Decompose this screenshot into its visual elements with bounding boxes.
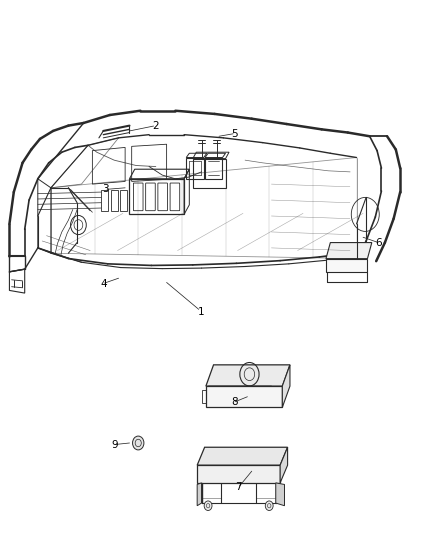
Polygon shape <box>326 243 372 259</box>
FancyBboxPatch shape <box>201 464 208 481</box>
Circle shape <box>204 501 212 511</box>
FancyBboxPatch shape <box>346 260 353 270</box>
Polygon shape <box>283 365 290 407</box>
Polygon shape <box>276 483 285 506</box>
Circle shape <box>133 436 144 450</box>
Text: 7: 7 <box>235 482 242 492</box>
Text: 9: 9 <box>111 440 117 450</box>
Text: 2: 2 <box>152 120 159 131</box>
FancyBboxPatch shape <box>210 464 217 481</box>
Text: 1: 1 <box>198 306 205 317</box>
Text: 5: 5 <box>231 128 237 139</box>
Polygon shape <box>197 447 288 465</box>
FancyBboxPatch shape <box>328 260 335 270</box>
Polygon shape <box>280 447 288 483</box>
Polygon shape <box>326 259 367 272</box>
Circle shape <box>265 501 273 511</box>
FancyBboxPatch shape <box>245 464 252 481</box>
FancyBboxPatch shape <box>262 464 269 481</box>
Text: 3: 3 <box>102 184 109 195</box>
Text: 4: 4 <box>100 279 106 288</box>
Text: 6: 6 <box>375 238 381 247</box>
FancyBboxPatch shape <box>356 260 363 270</box>
Polygon shape <box>197 483 201 506</box>
Polygon shape <box>206 386 283 407</box>
FancyBboxPatch shape <box>227 464 234 481</box>
FancyBboxPatch shape <box>219 464 226 481</box>
Text: 8: 8 <box>231 397 237 407</box>
FancyBboxPatch shape <box>254 464 261 481</box>
FancyBboxPatch shape <box>236 464 243 481</box>
Polygon shape <box>197 465 280 483</box>
Polygon shape <box>206 365 290 386</box>
FancyBboxPatch shape <box>337 260 344 270</box>
